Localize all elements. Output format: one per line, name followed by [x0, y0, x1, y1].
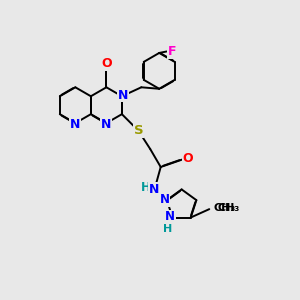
Text: S: S	[134, 124, 144, 137]
Text: N: N	[165, 210, 175, 224]
Text: N: N	[160, 193, 170, 206]
Text: N: N	[70, 118, 80, 131]
Text: O: O	[101, 57, 112, 70]
Text: F: F	[168, 45, 176, 58]
Text: O: O	[182, 152, 193, 165]
Text: CH₃: CH₃	[214, 203, 236, 213]
Text: N: N	[118, 88, 128, 102]
Text: N: N	[149, 183, 159, 196]
Text: CH₃: CH₃	[218, 203, 240, 213]
Text: H: H	[163, 224, 172, 234]
Text: H: H	[141, 182, 151, 194]
Text: N: N	[101, 118, 112, 131]
